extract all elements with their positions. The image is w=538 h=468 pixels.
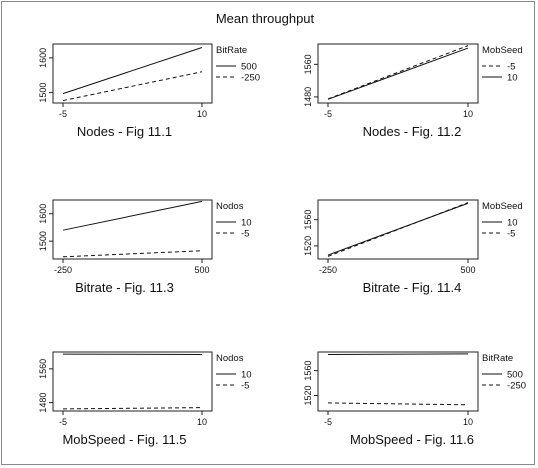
legend-title: Nodos xyxy=(216,201,244,212)
y-tick-label: 1560 xyxy=(38,359,48,379)
y-tick-label: 1500 xyxy=(38,83,48,103)
x-tick-label: -250 xyxy=(54,265,72,275)
y-tick-label: 1560 xyxy=(303,361,313,381)
panel-4: -250 500 1520 1560 Bitrate - Fig. 11.4 MobSee… xyxy=(303,199,523,295)
legend-entry: -250 xyxy=(241,73,260,84)
legend-entry: 10 xyxy=(241,370,252,381)
x-tick-label: 10 xyxy=(197,109,207,119)
series-line xyxy=(62,71,203,102)
x-tick-label: 10 xyxy=(463,109,473,119)
legend-entry: 10 xyxy=(241,218,252,229)
legend-title: MobSeed xyxy=(482,201,523,212)
x-axis-label: Bitrate - Fig. 11.4 xyxy=(363,280,462,295)
x-axis-label: MobSpeed - Fig. 11.6 xyxy=(350,432,474,447)
y-tick-label: 1500 xyxy=(38,231,48,251)
x-tick-label: -5 xyxy=(59,109,67,119)
legend-entry: -5 xyxy=(241,381,249,392)
legend-entry: 10 xyxy=(507,73,518,84)
plot-frame xyxy=(52,43,213,104)
series-line xyxy=(62,407,203,410)
figure-title: Mean throughput xyxy=(216,11,315,26)
legend-title: BitRate xyxy=(216,45,247,56)
y-tick-label: 1560 xyxy=(303,210,313,230)
x-tick-label: 500 xyxy=(460,265,475,275)
x-tick-label: 10 xyxy=(197,417,207,427)
plot-frame xyxy=(52,351,213,412)
series-line xyxy=(62,200,203,231)
series-line xyxy=(327,402,469,406)
legend-title: Nodos xyxy=(216,353,244,364)
legend-title: BitRate xyxy=(482,353,513,364)
panel-1: -5 10 1500 1600 Nodes - Fig 11.1 BitRate 500-2… xyxy=(38,43,260,139)
x-axis-label: Nodes - Fig 11.1 xyxy=(77,124,172,139)
series-line xyxy=(62,250,203,258)
y-tick-label: 1480 xyxy=(303,87,313,107)
y-tick-label: 1520 xyxy=(303,385,313,405)
legend-entry: -250 xyxy=(507,381,526,392)
legend-title: MobSeed xyxy=(482,45,523,56)
y-tick-label: 1560 xyxy=(303,54,313,74)
series-line xyxy=(327,45,469,100)
plot-frame xyxy=(317,43,479,104)
legend-entry: 500 xyxy=(241,62,257,73)
y-tick-label: 1480 xyxy=(38,393,48,413)
y-tick-label: 1600 xyxy=(38,204,48,224)
series-line xyxy=(327,202,469,257)
legend-entry: -5 xyxy=(507,229,515,240)
x-tick-label: -250 xyxy=(319,265,337,275)
panel-3: -250 500 1500 1600 Bitrate - Fig. 11.3 Nodos 1… xyxy=(38,199,252,295)
x-axis-label: Nodes - Fig. 11.2 xyxy=(363,124,462,139)
plot-frame xyxy=(317,199,479,260)
legend-entry: 10 xyxy=(507,218,518,229)
x-axis-label: MobSpeed - Fig. 11.5 xyxy=(62,432,186,447)
legend-entry: 500 xyxy=(507,370,523,381)
x-tick-label: 10 xyxy=(463,417,473,427)
legend-entry: -5 xyxy=(507,62,515,73)
y-tick-label: 1520 xyxy=(303,236,313,256)
series-line xyxy=(327,353,469,355)
panel-6: -5 10 1520 1560 MobSpeed - Fig. 11.6 BitRate 5… xyxy=(303,351,526,447)
x-tick-label: -5 xyxy=(324,417,332,427)
series-line xyxy=(327,202,469,256)
x-tick-label: -5 xyxy=(324,109,332,119)
x-axis-label: Bitrate - Fig. 11.3 xyxy=(75,280,174,295)
series-line xyxy=(62,46,203,95)
series-line xyxy=(327,47,469,100)
x-tick-label: -5 xyxy=(59,417,67,427)
y-tick-label: 1600 xyxy=(38,48,48,68)
plot-frame xyxy=(317,351,479,412)
plot-frame xyxy=(52,199,213,260)
legend-entry: -5 xyxy=(241,229,249,240)
x-tick-label: 500 xyxy=(194,265,209,275)
